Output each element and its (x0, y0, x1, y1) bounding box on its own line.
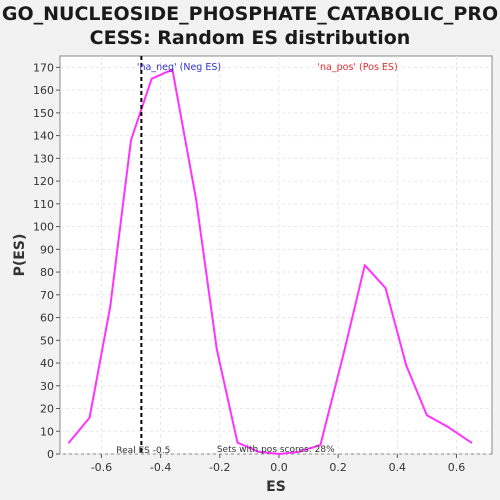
data-point (236, 441, 239, 444)
chart-title-line-2: CESS: Random ES distribution (89, 27, 411, 49)
y-tick-label: 130 (33, 152, 54, 165)
data-point (298, 450, 301, 453)
y-tick-label: 110 (33, 198, 54, 211)
x-tick-label: -0.2 (209, 461, 230, 474)
data-point (257, 450, 260, 453)
data-point (470, 441, 473, 444)
es-distribution-line (68, 68, 472, 455)
data-point (446, 425, 449, 428)
x-tick-label: -0.6 (91, 461, 112, 474)
data-point (67, 441, 70, 444)
y-tick-label: 10 (40, 425, 54, 438)
y-axis-label: P(ES) (12, 234, 28, 277)
annotations-layer: 'na_neg' (Neg ES) 'na_pos' (Pos ES) Real E… (116, 56, 398, 456)
plot-area (59, 55, 493, 455)
y-axis: 0 10 20 30 40 50 60 70 80 90 100 110 120 130 140 150 160… (33, 61, 60, 461)
data-point (150, 77, 153, 80)
y-tick-label: 160 (33, 84, 54, 97)
chart-title-line-1: GO_NUCLEOSIDE_PHOSPHATE_CATABOLIC_PRO (1, 3, 499, 25)
data-point (343, 350, 346, 353)
y-tick-label: 80 (40, 266, 54, 279)
y-tick-label: 60 (40, 312, 54, 325)
data-point (195, 198, 198, 201)
neg-es-label: 'na_neg' (Neg ES) (137, 62, 221, 73)
data-point (171, 68, 174, 71)
x-axis-label: ES (266, 479, 286, 495)
x-axis: -0.6 -0.4 -0.2 0.0 0.2 0.4 0.6 (91, 454, 466, 474)
data-point (130, 139, 133, 142)
y-tick-label: 0 (47, 448, 54, 461)
data-point (405, 364, 408, 367)
y-tick-label: 20 (40, 403, 54, 416)
data-point (277, 453, 280, 455)
data-point (215, 348, 218, 351)
sets-pos-scores-label: Sets with pos scores: 28% (217, 445, 335, 455)
y-tick-label: 120 (33, 175, 54, 188)
data-point (319, 443, 322, 446)
data-point (109, 305, 112, 308)
x-tick-label: 0.4 (389, 461, 407, 474)
data-point (363, 264, 366, 267)
y-tick-label: 100 (33, 221, 54, 234)
y-tick-label: 70 (40, 289, 54, 302)
y-tick-label: 170 (33, 61, 54, 74)
y-tick-label: 30 (40, 380, 54, 393)
data-point (88, 416, 91, 419)
y-tick-label: 150 (33, 107, 54, 120)
series-layer (67, 68, 473, 455)
x-tick-label: -0.4 (150, 461, 171, 474)
x-tick-label: 0.0 (270, 461, 288, 474)
x-tick-label: 0.2 (329, 461, 347, 474)
real-es-label: Real ES -0.5 (116, 446, 170, 456)
y-tick-label: 40 (40, 357, 54, 370)
chart-title: GO_NUCLEOSIDE_PHOSPHATE_CATABOLIC_PRO CE… (0, 2, 500, 50)
y-tick-label: 50 (40, 334, 54, 347)
pos-es-label: 'na_pos' (Pos ES) (317, 62, 397, 73)
y-tick-label: 90 (40, 243, 54, 256)
x-tick-label: 0.6 (448, 461, 466, 474)
y-tick-label: 140 (33, 130, 54, 143)
data-point (425, 414, 428, 417)
data-point (384, 286, 387, 289)
